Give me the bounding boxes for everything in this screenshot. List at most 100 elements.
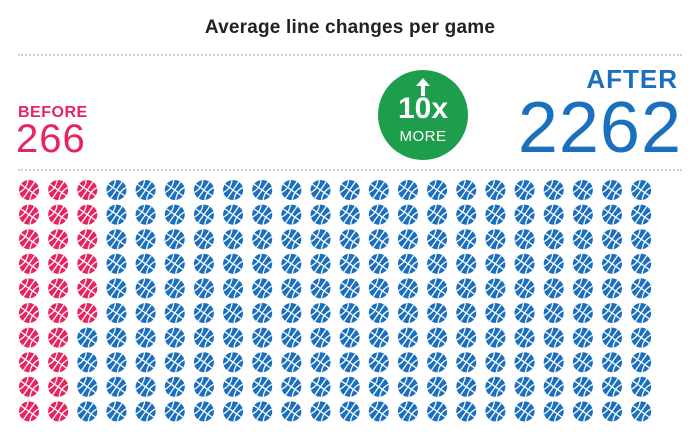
basketball-icon: [106, 204, 127, 225]
basketball-icon: [48, 376, 69, 397]
basketball-icon: [339, 278, 360, 299]
basketball-icon: [514, 253, 535, 274]
basketball-icon: [602, 204, 622, 225]
arrow-up-icon: [416, 78, 430, 96]
basketball-icon: [602, 179, 622, 201]
basketball-icon: [456, 302, 477, 324]
basketball-icon: [631, 229, 652, 250]
basketball-icon: [48, 179, 69, 201]
basketball-icon: [572, 401, 593, 422]
basketball-icon: [543, 204, 564, 225]
basketball-icon: [223, 253, 244, 274]
basketball-icon: [397, 253, 418, 274]
basketball-icon: [310, 376, 331, 397]
basketball-icon: [48, 253, 69, 274]
basketball-icon: [339, 352, 360, 373]
before-label: BEFORE: [18, 104, 88, 121]
basketball-icon: [48, 204, 69, 225]
basketball-icon: [602, 278, 622, 299]
basketball-icon: [164, 376, 185, 397]
basketball-icon: [543, 253, 564, 274]
basketball-icon: [572, 179, 593, 201]
basketball-icon: [135, 229, 156, 250]
basketball-icon: [602, 327, 622, 348]
basketball-icon: [456, 253, 477, 274]
basketball-icon: [427, 376, 448, 397]
basketball-icon: [310, 253, 331, 274]
basketball-icon: [514, 179, 535, 201]
basketball-icon: [427, 401, 448, 422]
basketball-icon: [572, 376, 593, 397]
basketball-icon: [48, 401, 69, 422]
basketball-icon: [368, 327, 389, 348]
basketball-icon: [193, 302, 214, 324]
basketball-icon: [135, 302, 156, 324]
basketball-icon: [106, 302, 127, 324]
basketball-icon: [19, 302, 39, 324]
basketball-icon: [514, 352, 535, 373]
basketball-icon: [281, 253, 302, 274]
basketball-icon: [223, 179, 244, 201]
basketball-icon: [223, 229, 244, 250]
basketball-icon: [135, 376, 156, 397]
basketball-icon: [310, 229, 331, 250]
basketball-icon: [427, 204, 448, 225]
basketball-icon: [339, 376, 360, 397]
basketball-icon: [572, 253, 593, 274]
basketball-icon: [135, 179, 156, 201]
basketball-icon: [456, 327, 477, 348]
basketball-icon: [543, 327, 564, 348]
basketball-icon: [368, 278, 389, 299]
basketball-icon: [631, 352, 652, 373]
basketball-icon: [77, 401, 98, 422]
basketball-icon: [427, 352, 448, 373]
basketball-icon: [368, 229, 389, 250]
basketball-icon: [368, 204, 389, 225]
basketball-icon: [252, 327, 273, 348]
basketball-icon: [485, 278, 506, 299]
basketball-icon: [19, 229, 39, 250]
basketball-icon: [339, 302, 360, 324]
basketball-icon: [631, 278, 652, 299]
basketball-icon: [135, 253, 156, 274]
basketball-icon: [514, 327, 535, 348]
basketball-icon: [19, 376, 39, 397]
basketball-icon: [281, 204, 302, 225]
basketball-icon: [631, 204, 652, 225]
basketball-icon: [19, 204, 39, 225]
basketball-icon: [631, 327, 652, 348]
basketball-icon: [252, 401, 273, 422]
basketball-icon: [543, 302, 564, 324]
basketball-icon: [77, 253, 98, 274]
basketball-icon: [135, 327, 156, 348]
basketball-icon: [281, 302, 302, 324]
basketball-icon: [48, 352, 69, 373]
basketball-icon: [631, 179, 652, 201]
basketball-icon: [397, 327, 418, 348]
basketball-icon: [135, 352, 156, 373]
basketball-icon: [543, 229, 564, 250]
basketball-icon: [193, 352, 214, 373]
basketball-icon: [485, 204, 506, 225]
basketball-icon: [310, 179, 331, 201]
chart-title: Average line changes per game: [204, 17, 496, 38]
basketball-icon: [77, 352, 98, 373]
basketball-icon: [281, 229, 302, 250]
basketball-icon: [514, 278, 535, 299]
basketball-icon: [397, 204, 418, 225]
basketball-icon: [427, 327, 448, 348]
basketball-icon: [77, 302, 98, 324]
basketball-icon: [135, 278, 156, 299]
basketball-icon: [397, 179, 418, 201]
basketball-icon: [339, 401, 360, 422]
basketball-icon: [106, 253, 127, 274]
basketball-icon: [456, 229, 477, 250]
basketball-icon: [106, 278, 127, 299]
basketball-icon: [631, 302, 652, 324]
basketball-icon: [77, 229, 98, 250]
divider-top: [18, 54, 682, 56]
basketball-icon: [572, 352, 593, 373]
basketball-icon: [281, 179, 302, 201]
basketball-icon: [602, 229, 622, 250]
